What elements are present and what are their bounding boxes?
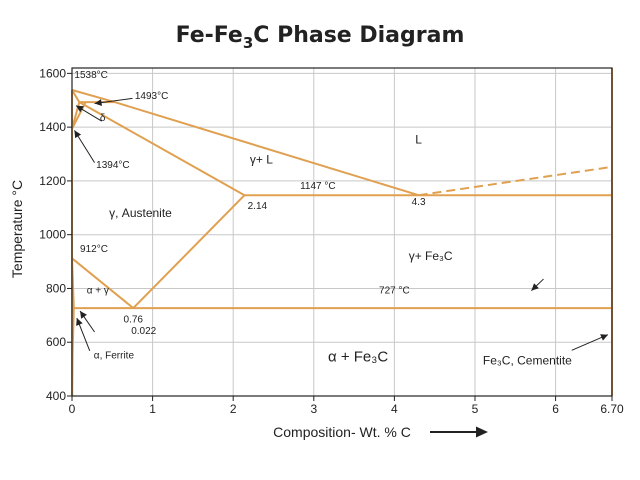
annotation-4: γ+ L (250, 152, 273, 166)
y-tick-label-0: 400 (46, 389, 66, 403)
y-tick-label-1: 600 (46, 335, 66, 349)
y-tick-label-5: 1400 (39, 120, 66, 134)
arrowhead-icon-6 (600, 334, 608, 341)
annotation-12: α + γ (87, 285, 109, 296)
chart-title: Fe-Fe3C Phase Diagram (176, 23, 465, 52)
annotation-3: 1394°C (96, 160, 129, 171)
x-tick-label-3: 3 (310, 402, 317, 416)
x-tick-label-0: 0 (69, 402, 76, 416)
x-axis-label: Composition- Wt. % C (273, 424, 411, 440)
annotations: 1538°C 1493°C δ 1394°C γ+ L L 1147 °C 2.14 4.3 γ,… (74, 70, 572, 367)
chart-title-tail: C Phase Diagram (253, 23, 464, 48)
annotation-arrow-6 (571, 334, 609, 351)
x-tick-label-1: 1 (149, 402, 156, 416)
arrowhead-icon-1 (76, 105, 84, 113)
annotation-14: 0.76 (124, 315, 144, 326)
phase-line-solidus (78, 101, 245, 197)
annotation-arrow-5 (531, 278, 544, 291)
plot-frame (71, 67, 613, 397)
y-tick-label-4: 1200 (39, 174, 66, 188)
grid (71, 68, 613, 397)
phase-line-liquidus-cementite (418, 165, 613, 197)
y-tick-label-6: 1600 (39, 66, 66, 80)
x-tick-label-4: 4 (391, 402, 398, 416)
y-axis-label: Temperature °C (9, 180, 25, 278)
annotation-5: L (415, 132, 422, 146)
annotation-arrows (73, 97, 609, 352)
arrowhead-icon-5 (531, 283, 539, 291)
x-tick-label-6: 6 (552, 402, 559, 416)
annotation-1: 1493°C (135, 91, 168, 102)
annotation-16: α, Ferrite (94, 350, 135, 361)
annotation-arrow-4 (76, 317, 91, 352)
x-axis-arrow-icon (430, 426, 488, 438)
annotation-18: Fe₃C, Cementite (483, 353, 572, 367)
arrowhead-icon-0 (94, 99, 102, 107)
annotation-10: 912°C (80, 244, 108, 255)
annotation-arrow-3 (79, 310, 95, 333)
annotation-0: 1538°C (74, 70, 107, 81)
annotation-7: 2.14 (248, 201, 268, 212)
annotation-6: 1147 °C (300, 181, 336, 192)
annotation-arrow-2 (73, 130, 95, 163)
phase-line-liquidus (71, 89, 419, 197)
annotation-17: α + Fe₃C (328, 349, 388, 366)
annotation-8: 4.3 (412, 197, 426, 208)
annotation-2: δ (100, 113, 106, 124)
chart-title-subscript: 3 (243, 34, 253, 52)
phase-line-delta-outer (71, 89, 81, 103)
annotation-arrow-1 (75, 105, 103, 122)
x-tick-label-5: 5 (472, 402, 479, 416)
phase-line-acm (132, 194, 246, 309)
arrowhead-icon-2 (74, 130, 82, 139)
tick-labels: 0 1 2 3 4 5 6 6.70 400 600 800 1000 1200 1400 1600 (39, 66, 624, 416)
arrowhead-icon-4 (76, 318, 83, 326)
chart-title-main: Fe-Fe (176, 23, 243, 48)
annotation-9: γ, Austenite (109, 206, 172, 220)
y-tick-label-2: 800 (46, 281, 66, 295)
arrowhead-icon-3 (80, 311, 87, 319)
phase-line-a3 (71, 257, 134, 309)
annotation-arrow-0 (94, 97, 133, 107)
annotation-13: 727 °C (379, 285, 410, 296)
x-tick-label-7: 6.70 (600, 402, 624, 416)
x-tick-label-2: 2 (230, 402, 237, 416)
annotation-11: γ+ Fe₃C (409, 249, 453, 263)
annotation-15: 0.022 (131, 326, 156, 337)
y-tick-label-3: 1000 (39, 228, 66, 242)
